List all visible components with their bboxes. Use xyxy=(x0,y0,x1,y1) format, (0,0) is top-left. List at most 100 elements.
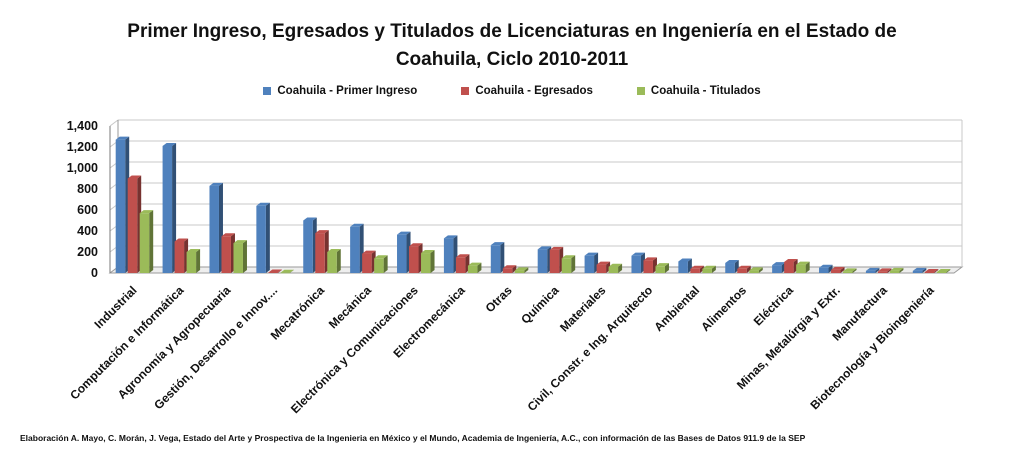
bar-top xyxy=(409,243,423,247)
bar-top xyxy=(362,250,376,254)
bar-side xyxy=(887,268,892,273)
bar-side xyxy=(383,255,388,273)
bar xyxy=(127,178,138,273)
bar-top xyxy=(233,240,247,244)
bar-side xyxy=(524,267,529,273)
bar-top xyxy=(561,255,576,259)
bar xyxy=(350,226,360,273)
bar xyxy=(936,271,947,273)
bar xyxy=(268,272,278,273)
bar-top xyxy=(608,263,623,267)
bar-top xyxy=(186,249,201,252)
bar xyxy=(186,252,197,273)
bar-top xyxy=(115,136,130,140)
bar-top xyxy=(749,267,763,271)
bar xyxy=(877,271,888,273)
bar-top xyxy=(327,249,341,252)
x-tick-label: Mecánica xyxy=(326,283,374,331)
bar xyxy=(455,257,466,273)
bar xyxy=(174,241,185,273)
bar xyxy=(162,145,173,273)
legend-label-primer-ingreso: Coahuila - Primer Ingreso xyxy=(277,85,418,97)
bar xyxy=(912,270,923,273)
y-tick-label: 1,000 xyxy=(67,161,98,175)
bar-top xyxy=(127,175,142,179)
bar-side xyxy=(758,267,763,273)
bar-top xyxy=(772,262,786,266)
bar-side xyxy=(477,262,482,273)
bar-side xyxy=(899,267,904,273)
bar-side xyxy=(277,269,282,273)
bar xyxy=(280,272,290,274)
legend-swatch-titulados xyxy=(636,87,645,95)
bar-top xyxy=(889,267,904,271)
x-tick-label: Química xyxy=(518,283,562,327)
bar-top xyxy=(467,262,482,266)
bar-side xyxy=(430,250,435,273)
bar xyxy=(397,234,407,273)
bar xyxy=(514,270,525,273)
bar-top xyxy=(209,182,223,186)
chart-title: Primer Ingreso, Egresados y Titulados de… xyxy=(0,18,1024,74)
x-tick-label: Eléctrica xyxy=(751,283,797,329)
bar xyxy=(209,185,219,273)
bar xyxy=(725,263,735,273)
bar xyxy=(796,264,806,273)
bar-side xyxy=(840,266,845,273)
bar xyxy=(374,258,384,273)
bar-side xyxy=(664,263,669,273)
y-tick-label: 1,200 xyxy=(67,140,98,154)
bar-top xyxy=(268,269,282,273)
bar xyxy=(784,261,794,273)
bar-top xyxy=(843,268,857,272)
bar-top xyxy=(678,258,692,262)
legend-label-titulados: Coahuila - Titulados xyxy=(650,85,761,97)
legend-item-primer-ingreso: Coahuila - Primer Ingreso xyxy=(263,85,417,97)
bar xyxy=(924,271,935,273)
bar xyxy=(421,253,431,273)
bar xyxy=(631,255,641,273)
chart-title-line-1: Primer Ingreso, Egresados y Titulados de… xyxy=(127,21,897,42)
legend-swatch-egresados xyxy=(461,87,470,95)
bar-top xyxy=(514,267,529,271)
bar-top xyxy=(865,267,880,271)
bar-top xyxy=(796,261,810,265)
bar xyxy=(443,238,454,273)
bar-top xyxy=(443,235,458,239)
bar xyxy=(537,249,548,273)
bar-side xyxy=(922,267,927,273)
bar xyxy=(843,271,853,273)
bar-top xyxy=(374,255,388,259)
bar-top xyxy=(643,257,657,261)
bar-side xyxy=(196,249,201,273)
bar xyxy=(678,261,688,273)
bar-side xyxy=(289,269,294,273)
bar-top xyxy=(280,269,294,273)
bar xyxy=(256,205,266,273)
bar-side xyxy=(571,255,576,273)
y-tick-label: 600 xyxy=(77,203,98,217)
bar-side xyxy=(946,268,951,273)
legend-item-titulados: Coahuila - Titulados xyxy=(636,85,761,97)
bar-side xyxy=(500,242,505,273)
bar xyxy=(561,258,572,273)
bar xyxy=(467,265,478,273)
bar-top xyxy=(162,142,177,146)
bar-side xyxy=(805,261,810,273)
bar-top xyxy=(690,265,704,269)
bar-top xyxy=(737,265,751,269)
bar xyxy=(221,236,231,273)
bar-top xyxy=(584,252,599,256)
bar xyxy=(327,252,337,273)
chart-title-line-2: Coahuila, Ciclo 2010-2011 xyxy=(395,49,629,70)
x-tick-label: Otras xyxy=(483,283,515,315)
bar xyxy=(303,220,313,273)
bar-side xyxy=(265,202,270,273)
bar-top xyxy=(350,223,364,227)
bar-top xyxy=(421,250,435,254)
bar-side xyxy=(618,263,623,273)
bar-top xyxy=(221,233,235,237)
bar-top xyxy=(397,231,411,235)
bar-side xyxy=(149,210,154,273)
